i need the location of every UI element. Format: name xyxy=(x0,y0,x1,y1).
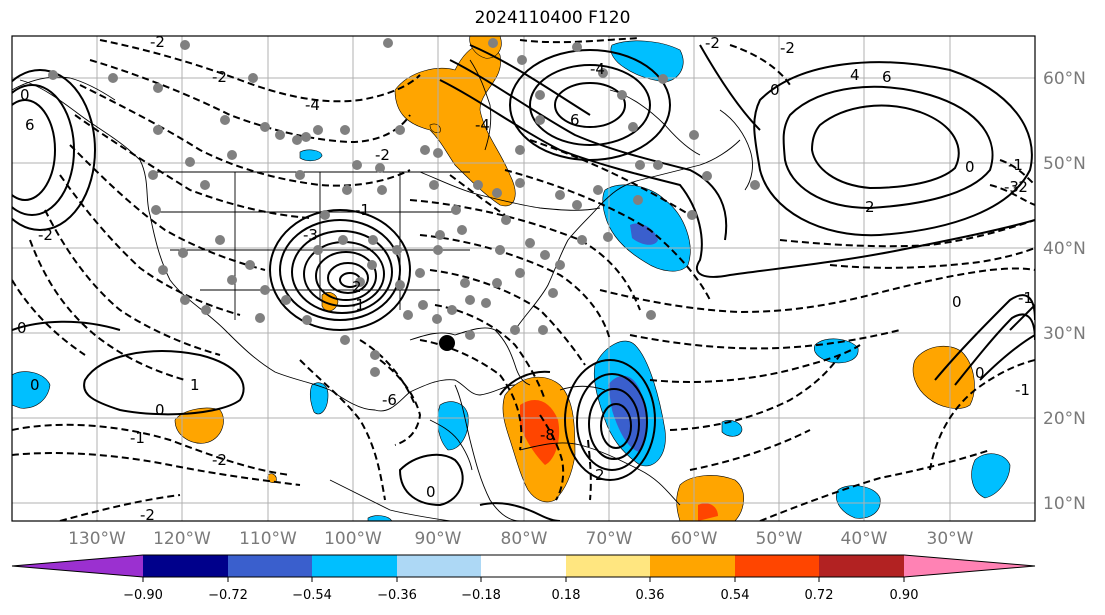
lon-label: 70°W xyxy=(586,529,633,549)
contour-label: -2 xyxy=(150,33,165,51)
lon-label: 100°W xyxy=(324,529,382,549)
lat-label: 20°N xyxy=(1043,409,1086,429)
contour-label: -2 xyxy=(705,34,720,52)
colorbar-segment xyxy=(735,555,819,577)
lon-label: 120°W xyxy=(153,529,211,549)
contour-label: -1 xyxy=(1015,381,1030,399)
lat-label: 50°N xyxy=(1043,154,1086,174)
contour-label: -2 xyxy=(212,451,227,469)
contour-label: 0 xyxy=(965,158,975,176)
colorbar-segment xyxy=(566,555,650,577)
contour-label: -2 xyxy=(38,226,53,244)
contour-label: 6 xyxy=(882,68,892,86)
target-point-marker xyxy=(439,335,455,351)
station-dots xyxy=(48,38,760,377)
contour-label: -8 xyxy=(540,426,555,444)
contour-label: 2 xyxy=(865,198,875,216)
colorbar-tick-label: −0.54 xyxy=(292,588,332,603)
lat-label: 40°N xyxy=(1043,239,1086,259)
colorbar-segment xyxy=(397,555,481,577)
contour-label: -3 xyxy=(303,226,318,244)
contour-label: -1 xyxy=(130,429,145,447)
colorbar-segment xyxy=(228,555,312,577)
lat-label: 10°N xyxy=(1043,494,1086,514)
lon-label: 130°W xyxy=(68,529,126,549)
lat-label: 60°N xyxy=(1043,69,1086,89)
lon-label: 60°W xyxy=(671,529,718,549)
lon-label: 80°W xyxy=(501,529,548,549)
contour-label: -4 xyxy=(590,60,605,78)
colorbar-segment xyxy=(904,555,1035,577)
lon-label: 30°W xyxy=(927,529,974,549)
contour-label: 4 xyxy=(850,66,860,84)
graticule xyxy=(12,36,1035,521)
colorbar-segment xyxy=(650,555,735,577)
shade-orange-east-atlantic xyxy=(912,345,975,409)
colorbar-tick-label: 0.72 xyxy=(805,588,834,603)
contour-label: 0 xyxy=(952,293,962,311)
contour-label: 0 xyxy=(30,376,40,394)
colorbar-tick-label: −0.18 xyxy=(461,588,501,603)
contour-label: 1 xyxy=(190,376,200,394)
lon-label: 90°W xyxy=(415,529,462,549)
lon-label: 50°W xyxy=(756,529,803,549)
contour-label: 0 xyxy=(770,81,780,99)
colorbar-tick-label: 0.36 xyxy=(636,588,665,603)
contour-label: -1 xyxy=(1018,289,1033,307)
contour-label: -6 xyxy=(382,391,397,409)
contour-label: -1 xyxy=(1008,156,1023,174)
contour-label: 0 xyxy=(155,401,165,419)
contour-label: 2 xyxy=(352,278,362,296)
colorbar-segment xyxy=(312,555,397,577)
contour-label: -1 xyxy=(350,296,365,314)
contour-label: 0 xyxy=(975,364,985,382)
lon-label: 40°W xyxy=(841,529,888,549)
contours-dashed xyxy=(12,37,1035,521)
colorbar-tick-label: 0.90 xyxy=(890,588,919,603)
contour-label: 0 xyxy=(17,319,27,337)
colorbar-tick-label: −0.72 xyxy=(208,588,248,603)
contour-label: 0 xyxy=(426,483,436,501)
contour-label: -4 xyxy=(305,96,320,114)
colorbar-segment xyxy=(481,555,566,577)
contour-label: 2 xyxy=(595,466,605,484)
map-title: 2024110400 F120 xyxy=(474,8,631,28)
contour-label: 6 xyxy=(25,116,35,134)
contour-label: -2 xyxy=(1013,178,1028,196)
colorbar-tick-label: 0.54 xyxy=(721,588,750,603)
contour-label: -1 xyxy=(355,201,370,219)
contour-label: -2 xyxy=(140,506,155,524)
colorbar-tick-label: 0.18 xyxy=(552,588,581,603)
contour-label: -2 xyxy=(780,39,795,57)
colorbar-segment xyxy=(819,555,904,577)
colorbar-tick-label: −0.36 xyxy=(377,588,417,603)
contour-label: -3 xyxy=(1004,178,1019,196)
longitude-labels: 130°W 120°W 110°W 100°W 90°W 80°W 70°W 6… xyxy=(68,529,974,549)
colorbar: −0.90 −0.72 −0.54 −0.36 −0.18 0.18 0.36 … xyxy=(11,554,1036,603)
contour-label: -2 xyxy=(375,146,390,164)
colorbar-segment xyxy=(143,555,228,577)
latitude-labels: 60°N 50°N 40°N 30°N 20°N 10°N xyxy=(1043,69,1086,514)
contour-label: -4 xyxy=(475,116,490,134)
contour-label: -2 xyxy=(212,68,227,86)
shade-orange-great-lakes xyxy=(394,44,516,207)
colorbar-tick-label: −0.90 xyxy=(123,588,163,603)
map-frame xyxy=(11,35,1036,522)
colorbar-segment xyxy=(12,555,143,577)
contour-label: 0 xyxy=(20,86,30,104)
contour-labels: -2 -4 6 -2 -4 -2 -2 0 4 6 6 -4 -2 0 -1 -… xyxy=(17,33,1033,524)
shaded-regions xyxy=(12,36,1011,521)
shade-orange-pacific xyxy=(174,407,224,444)
lon-label: 110°W xyxy=(239,529,297,549)
contour-label: 6 xyxy=(570,111,580,129)
colorbar-ticks xyxy=(142,577,905,582)
lat-label: 30°N xyxy=(1043,324,1086,344)
